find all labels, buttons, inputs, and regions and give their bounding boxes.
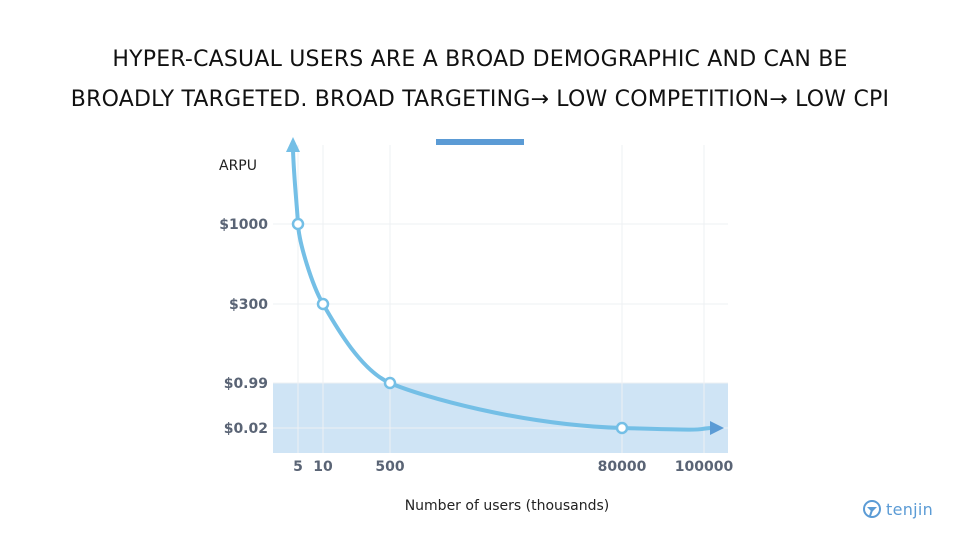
curve-arrow-right: [710, 421, 724, 435]
tenjin-logo: tenjin: [862, 498, 933, 520]
curve-arrow-up: [286, 137, 300, 152]
x-axis-label: Number of users (thousands): [405, 498, 610, 514]
x-tick-label: 10: [313, 459, 333, 475]
data-point: [316, 297, 330, 311]
data-point: [291, 217, 305, 231]
slide-title-line-2: BROADLY TARGETED. BROAD TARGETING→ LOW C…: [70, 87, 890, 112]
tenjin-logo-text: tenjin: [886, 499, 934, 519]
data-point: [615, 421, 629, 435]
x-tick-label: 100000: [675, 459, 734, 475]
slide-title-line-1: HYPER-CASUAL USERS ARE A BROAD DEMOGRAPH…: [112, 47, 848, 72]
title-accent-bar: [436, 139, 524, 145]
data-point: [383, 376, 397, 390]
y-tick-label: $0.99: [224, 376, 268, 392]
x-tick-label: 80000: [598, 459, 647, 475]
slide-title: HYPER-CASUAL USERS ARE A BROAD DEMOGRAPH…: [0, 40, 960, 120]
low-arpu-region: [273, 383, 728, 453]
x-tick-label: 500: [375, 459, 404, 475]
tenjin-logo-icon: [863, 500, 881, 518]
y-tick-label: $0.02: [224, 421, 268, 437]
y-tick-label: $300: [229, 297, 268, 313]
x-tick-label: 5: [293, 459, 303, 475]
y-tick-label: $1000: [219, 217, 268, 233]
y-axis-label: ARPU: [219, 158, 257, 174]
